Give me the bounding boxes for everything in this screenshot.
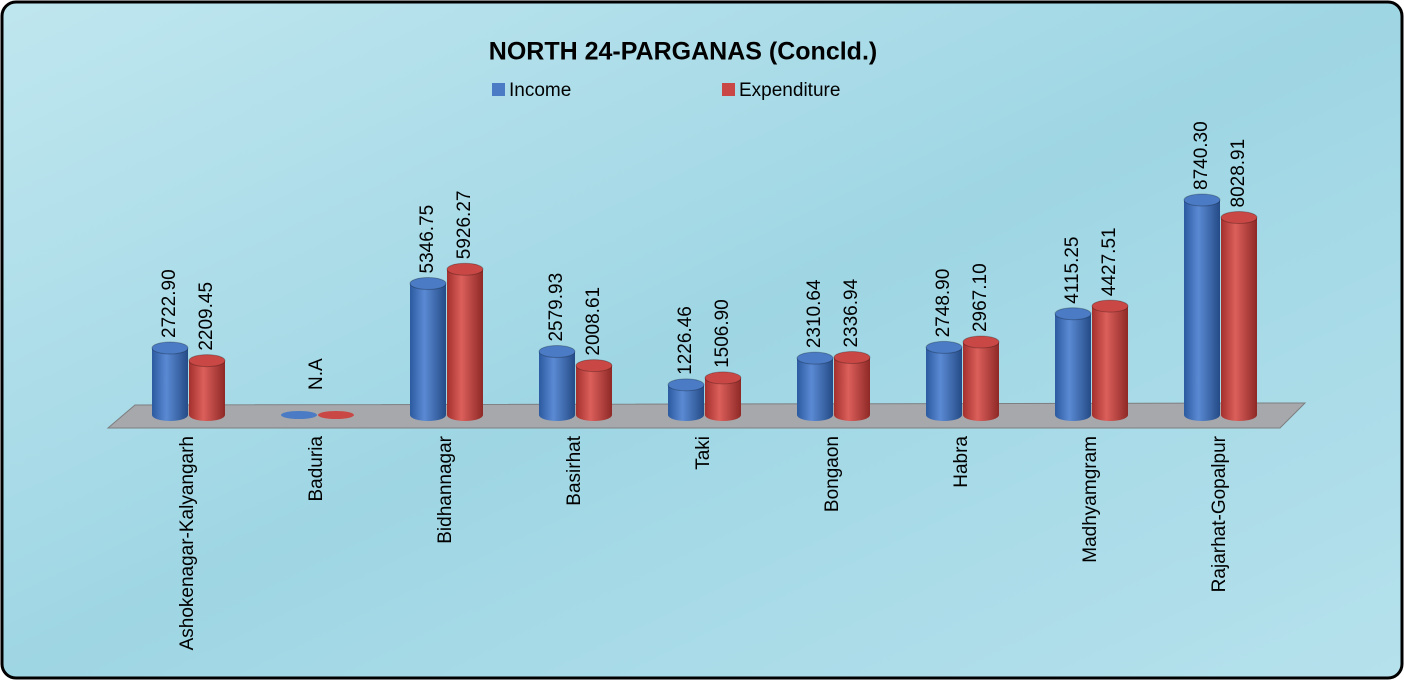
bar <box>963 342 999 415</box>
legend-swatch <box>722 83 735 96</box>
bar <box>834 357 870 415</box>
bar <box>576 365 612 415</box>
bar-top <box>667 378 705 392</box>
data-label: 4115.25 <box>1062 236 1083 303</box>
x-tick-label: Bongaon <box>822 436 843 512</box>
data-label: 5926.27 <box>454 191 475 260</box>
bar-base <box>318 411 354 419</box>
data-label: 2008.61 <box>583 287 604 356</box>
data-label: 8028.91 <box>1228 139 1249 208</box>
bar-top <box>962 335 1000 349</box>
legend-label: Income <box>509 80 571 101</box>
bar <box>1184 200 1220 415</box>
x-tick-label: Madhyamgram <box>1080 436 1101 563</box>
data-label: 2209.45 <box>196 282 217 351</box>
data-label: 2967.10 <box>970 263 991 332</box>
data-label: 2579.93 <box>546 273 567 342</box>
bar-top <box>446 262 484 276</box>
data-label: 4427.51 <box>1099 227 1120 296</box>
bar <box>410 283 446 415</box>
bar-top <box>575 359 613 373</box>
bar-top <box>1220 210 1258 224</box>
bar <box>926 347 962 415</box>
bar-top <box>704 371 742 385</box>
x-tick-label: Baduria <box>306 436 327 502</box>
bar-top <box>833 351 871 365</box>
x-tick-label: Habra <box>951 436 972 488</box>
bar-top <box>1054 307 1092 321</box>
data-label: 8740.30 <box>1191 121 1212 190</box>
bar-top <box>796 351 834 365</box>
x-tick-label: Rajarhat-Gopalpur <box>1209 435 1230 592</box>
bar <box>1055 313 1091 415</box>
data-label: 2310.64 <box>804 279 825 348</box>
legend-swatch <box>492 83 505 96</box>
bar-top <box>188 354 226 368</box>
data-label: 2748.90 <box>933 269 954 338</box>
bar-top <box>1183 193 1221 207</box>
data-label: 5346.75 <box>417 205 438 274</box>
bar <box>152 348 188 415</box>
bar-top <box>538 345 576 359</box>
data-label: 2336.94 <box>841 278 862 347</box>
legend-label: Expenditure <box>739 80 840 101</box>
bar <box>447 269 483 415</box>
bar <box>189 360 225 415</box>
data-label: N.A <box>306 358 327 390</box>
bar <box>1221 217 1257 415</box>
bar-base <box>281 411 317 419</box>
bar <box>539 351 575 415</box>
x-tick-label: Basirhat <box>564 435 585 505</box>
bar-top <box>1091 299 1129 313</box>
data-label: 2722.90 <box>159 269 180 338</box>
data-label: 1226.46 <box>675 306 696 375</box>
bar <box>797 358 833 415</box>
bar-top <box>409 276 447 290</box>
chart-title: NORTH 24-PARGANAS (Concld.) <box>489 38 877 66</box>
x-tick-label: Bidhannagar <box>435 435 456 543</box>
bar-top <box>925 340 963 354</box>
data-label: 1506.90 <box>712 299 733 368</box>
x-tick-label: Ashokenagar-Kalyangarh <box>177 436 198 650</box>
bar <box>1092 306 1128 415</box>
bar <box>705 377 741 415</box>
x-tick-label: Taki <box>693 436 714 470</box>
bar-top <box>151 341 189 355</box>
